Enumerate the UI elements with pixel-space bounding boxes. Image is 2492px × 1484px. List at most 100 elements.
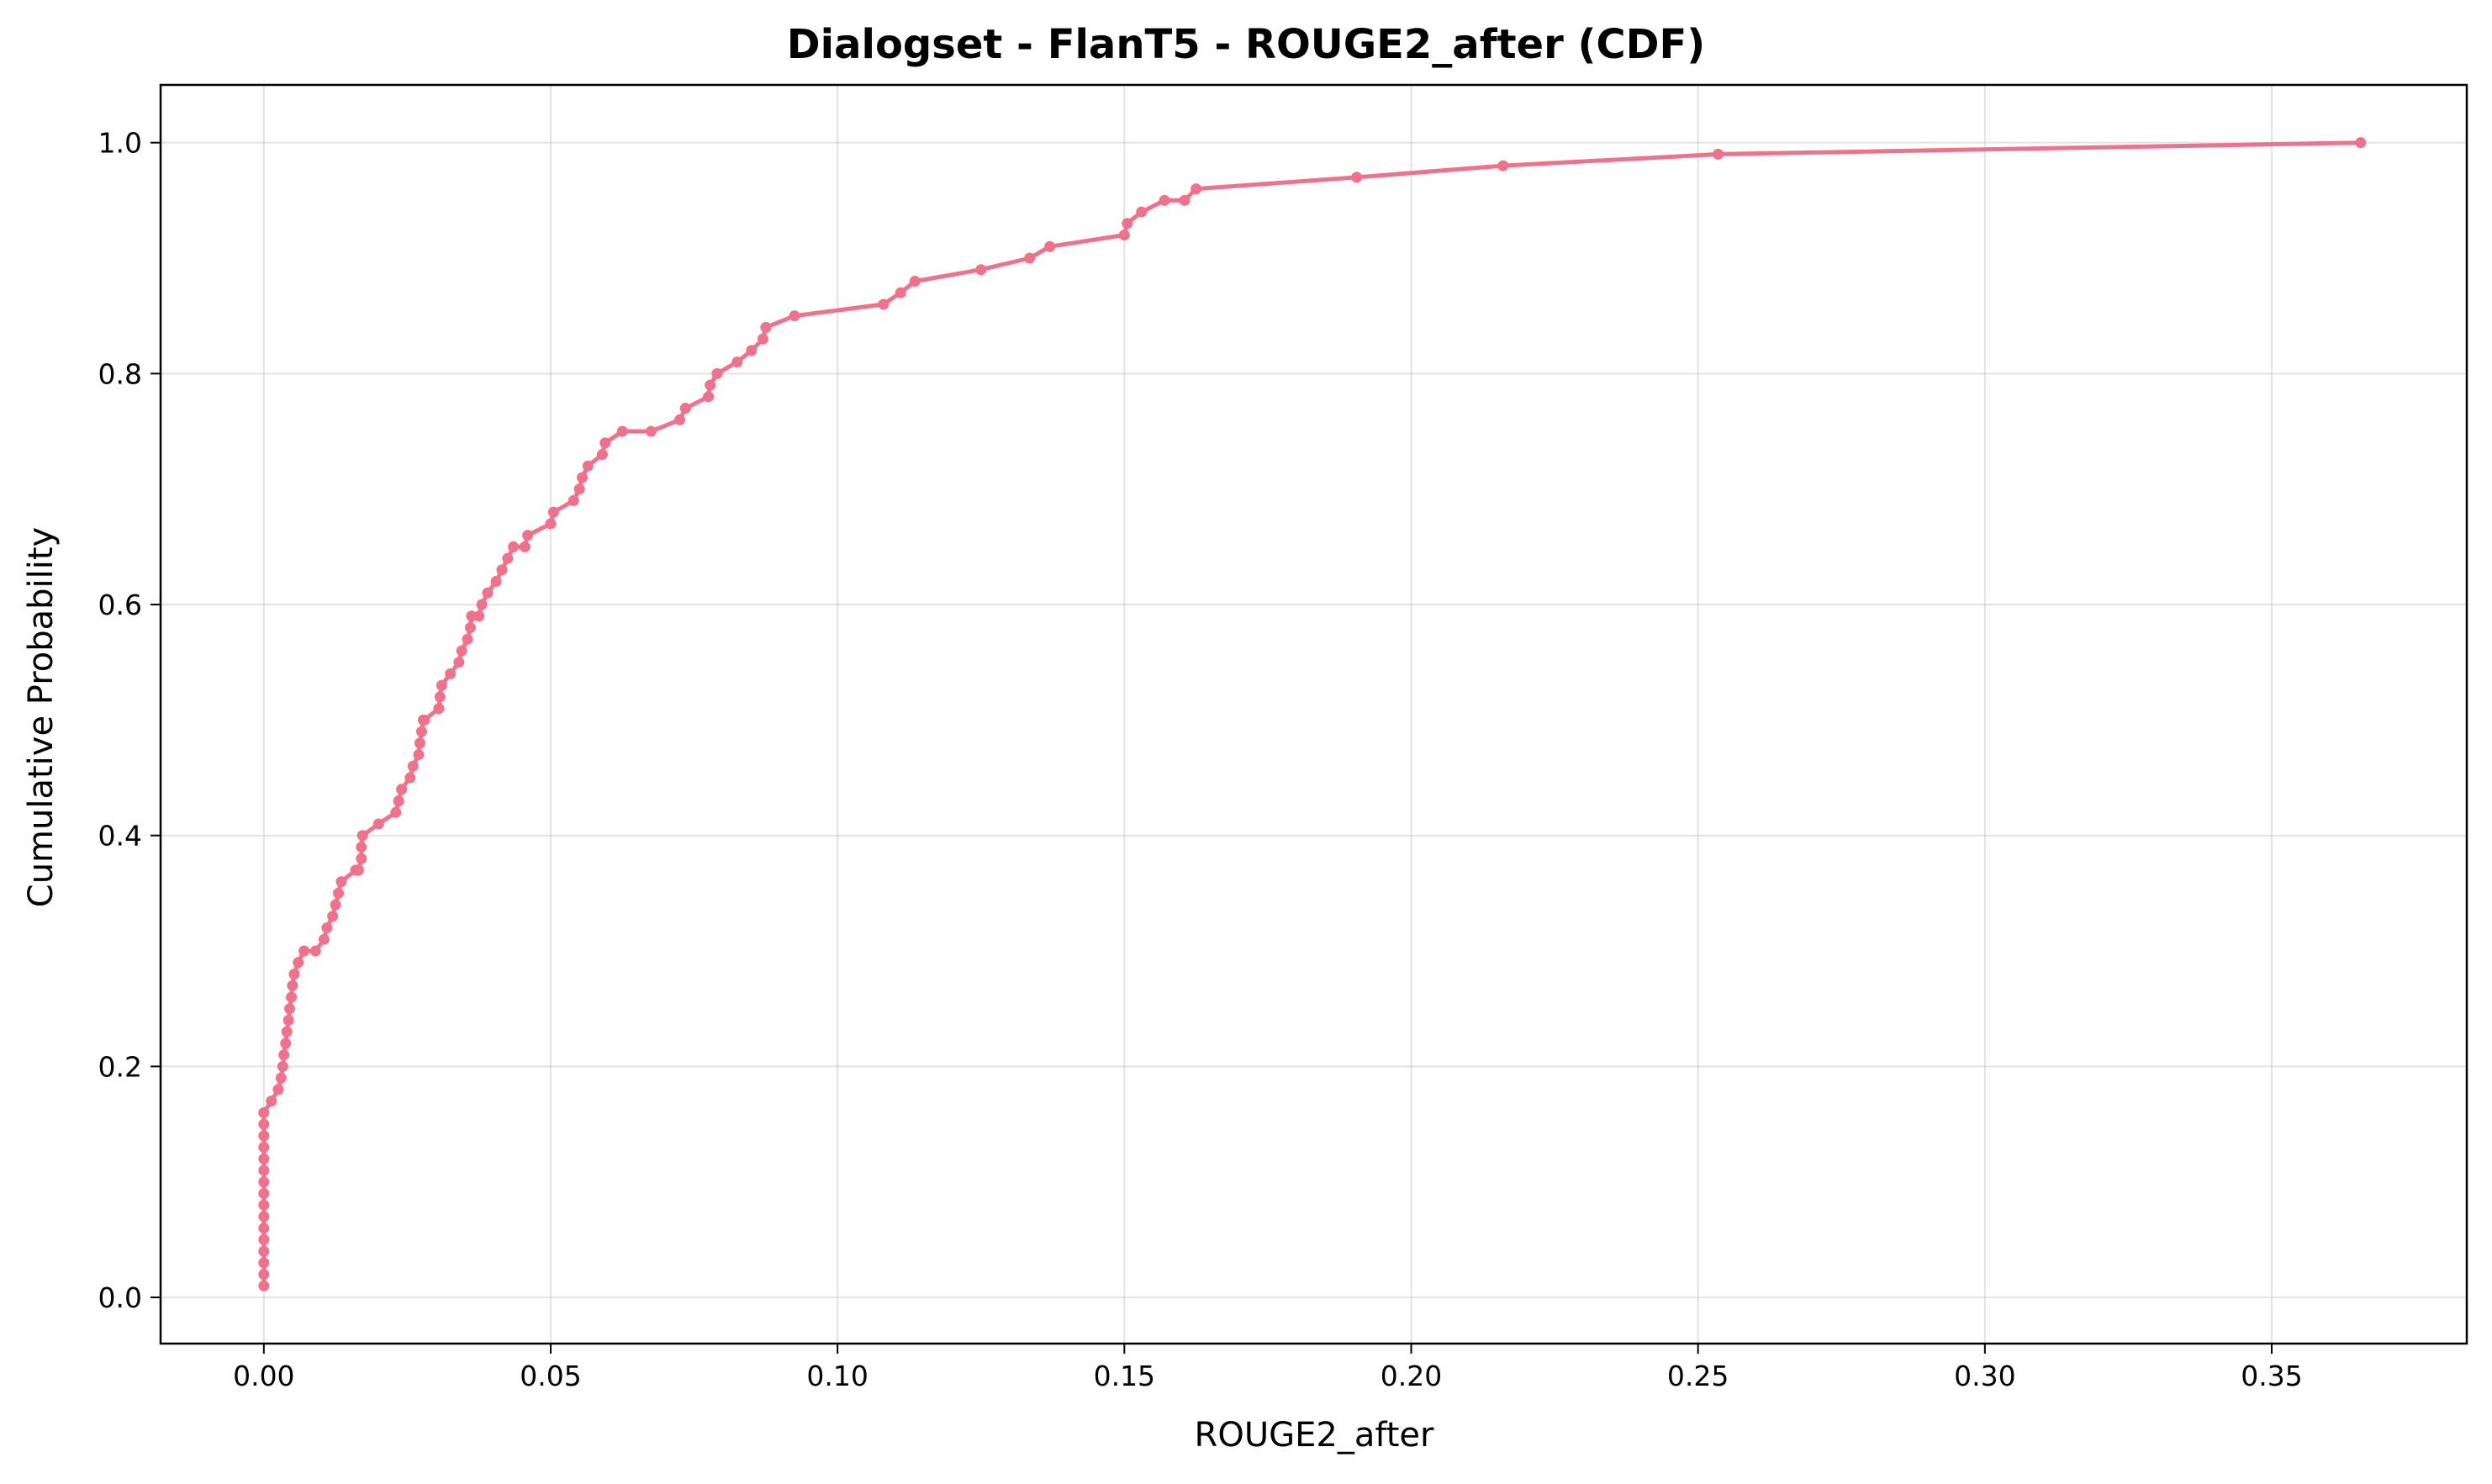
cdf-point <box>1118 230 1130 241</box>
cdf-point <box>258 1257 270 1269</box>
cdf-point <box>1179 194 1191 206</box>
cdf-point <box>404 772 416 784</box>
y-tick-label: 1.0 <box>98 127 142 160</box>
cdf-point <box>464 621 476 633</box>
cdf-point <box>318 933 330 945</box>
cdf-point <box>577 472 589 483</box>
cdf-point <box>272 1084 284 1096</box>
cdf-point <box>573 483 585 495</box>
cdf-point <box>372 818 384 830</box>
cdf-point <box>293 957 304 969</box>
cdf-point <box>282 1014 294 1026</box>
cdf-point <box>453 657 465 668</box>
cdf-point <box>258 1106 270 1118</box>
cdf-point <box>286 991 298 1003</box>
cdf-point <box>321 922 333 934</box>
cdf-point <box>287 980 298 991</box>
cdf-point <box>482 587 494 599</box>
cdf-point <box>330 899 341 911</box>
cdf-point <box>476 599 488 610</box>
cdf-point <box>335 876 347 888</box>
cdf-point <box>258 1118 270 1130</box>
cdf-point <box>2355 137 2367 149</box>
cdf-point <box>333 887 345 899</box>
x-tick-label: 0.10 <box>806 1360 868 1392</box>
cdf-point <box>1159 194 1170 206</box>
cdf-point <box>1122 218 1133 230</box>
cdf-point <box>327 911 339 922</box>
cdf-point <box>582 460 594 472</box>
cdf-point <box>746 345 758 356</box>
cdf-point <box>473 610 485 622</box>
cdf-point <box>703 391 715 403</box>
cdf-point <box>975 264 987 276</box>
cdf-point <box>281 1026 293 1038</box>
cdf-point <box>258 1153 270 1164</box>
cdf-point <box>1497 160 1509 172</box>
cdf-point <box>1024 252 1036 264</box>
cdf-point <box>436 679 447 691</box>
cdf-point <box>490 576 502 588</box>
x-axis-label: ROUGE2_after <box>1195 1416 1434 1455</box>
x-tick-label: 0.15 <box>1094 1360 1155 1392</box>
x-tick-label: 0.00 <box>233 1360 294 1392</box>
cdf-point <box>433 703 445 715</box>
cdf-point <box>434 691 446 703</box>
cdf-point <box>258 1211 270 1223</box>
axis-ticks: 0.00 0.05 0.10 0.15 0.20 0.25 0.30 0.35 0.0 0.2 0.… <box>98 127 2303 1392</box>
grid-lines <box>161 85 2467 1344</box>
cdf-point <box>599 437 611 449</box>
cdf-point <box>1044 240 1056 252</box>
cdf-point <box>258 1269 270 1281</box>
cdf-point <box>258 1187 270 1199</box>
cdf-point <box>731 356 743 368</box>
cdf-point <box>502 552 514 564</box>
cdf-point <box>674 414 686 425</box>
cdf-point <box>878 298 890 310</box>
cdf-point <box>519 541 531 552</box>
cdf-point <box>895 287 906 298</box>
cdf-point <box>277 1060 288 1072</box>
cdf-point <box>280 1038 292 1049</box>
cdf-point <box>258 1280 270 1291</box>
cdf-point <box>356 841 367 853</box>
cdf-point <box>258 1176 270 1188</box>
cdf-point <box>298 945 310 957</box>
cdf-point <box>275 1072 287 1084</box>
x-tick-label: 0.30 <box>1954 1360 2015 1392</box>
cdf-point <box>258 1223 270 1234</box>
cdf-point <box>1713 148 1724 160</box>
cdf-point <box>414 737 425 749</box>
chart-title: Dialogset - FlanT5 - ROUGE2_after (CDF) <box>787 21 1705 68</box>
cdf-point <box>356 830 368 842</box>
cdf-point <box>462 633 473 645</box>
plot-series <box>258 137 2367 1291</box>
y-tick-label: 0.2 <box>98 1050 142 1083</box>
cdf-point <box>616 425 628 437</box>
cdf-point <box>757 333 768 345</box>
cdf-point <box>1351 172 1363 183</box>
cdf-point <box>909 275 921 287</box>
cdf-point <box>545 518 557 530</box>
cdf-point <box>679 403 691 415</box>
cdf-point <box>258 1233 270 1245</box>
y-axis-label: Cumulative Probability <box>22 527 61 907</box>
cdf-point <box>258 1164 270 1176</box>
cdf-point <box>547 506 559 518</box>
cdf-point <box>407 760 419 772</box>
cdf-point <box>789 310 800 322</box>
x-tick-label: 0.05 <box>520 1360 581 1392</box>
cdf-point <box>508 541 520 552</box>
y-tick-label: 0.8 <box>98 357 142 390</box>
x-tick-label: 0.35 <box>2241 1360 2302 1392</box>
cdf-point <box>1136 206 1148 218</box>
cdf-point <box>258 1130 270 1142</box>
cdf-point <box>711 367 723 379</box>
cdf-point <box>356 853 367 864</box>
cdf-point <box>258 1142 270 1154</box>
cdf-point <box>522 530 534 541</box>
cdf-point <box>496 564 508 576</box>
cdf-point <box>288 969 300 980</box>
